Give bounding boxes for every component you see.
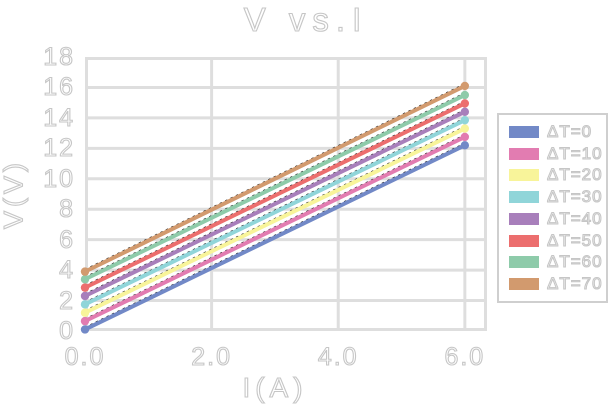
legend-label: ΔT=60	[546, 252, 603, 272]
data-point-marker	[460, 99, 470, 108]
series-line	[83, 101, 467, 290]
legend-swatch	[509, 212, 539, 225]
legend-swatch	[509, 278, 539, 291]
plot-area	[80, 57, 487, 334]
y-tick-label: 10	[43, 164, 75, 193]
data-point-marker	[80, 291, 90, 301]
data-point-marker	[80, 325, 90, 334]
y-tick-label: 8	[59, 195, 75, 224]
legend-item: ΔT=30	[509, 187, 606, 208]
data-point-marker	[80, 275, 90, 284]
legend-item: ΔT=20	[509, 165, 606, 186]
series-line	[83, 109, 467, 298]
x-axis-label: I(A)	[242, 371, 308, 403]
plot-canvas	[80, 57, 487, 334]
legend-item: ΔT=70	[509, 274, 606, 295]
data-point-marker	[460, 90, 470, 100]
y-tick-label: 14	[43, 103, 75, 132]
data-point-marker	[80, 267, 90, 276]
legend-label: ΔT=50	[546, 230, 603, 250]
legend-item: ΔT=40	[509, 208, 606, 229]
legend-label: ΔT=10	[546, 143, 603, 163]
legend-label: ΔT=70	[546, 274, 603, 294]
legend-item: ΔT=0	[509, 121, 606, 142]
legend-swatch	[509, 191, 539, 204]
data-point-marker	[460, 124, 470, 133]
series-line	[83, 126, 467, 315]
y-tick-label: 12	[43, 134, 75, 163]
y-tick-label: 18	[43, 43, 75, 71]
plot-border	[85, 57, 487, 331]
data-point-marker	[460, 107, 470, 116]
data-point-marker	[80, 308, 90, 317]
legend-swatch	[509, 256, 539, 269]
data-point-marker	[80, 300, 90, 309]
legend-item: ΔT=10	[509, 143, 606, 164]
legend-label: ΔT=30	[546, 187, 603, 207]
legend-label: ΔT=40	[546, 208, 603, 228]
y-tick-label: 0	[59, 317, 75, 345]
legend-label: ΔT=20	[546, 165, 603, 185]
y-tick-label: 16	[43, 73, 75, 102]
legend-swatch	[509, 147, 539, 160]
data-point-marker	[80, 316, 90, 326]
x-tick-label: 6.0	[444, 343, 486, 371]
legend-label: ΔT=0	[546, 121, 593, 141]
x-tick-label: 2.0	[191, 343, 232, 371]
y-tick-label: 4	[59, 256, 75, 285]
legend-item: ΔT=50	[509, 230, 606, 251]
x-tick-label: 4.0	[317, 343, 359, 371]
legend-swatch	[509, 169, 539, 182]
legend-swatch	[509, 234, 539, 247]
x-tick-label: 0.0	[64, 343, 106, 371]
data-point-marker	[460, 81, 470, 91]
data-point-marker	[460, 132, 470, 142]
chart-title: V vs.I	[243, 0, 369, 38]
legend: ΔT=0 ΔT=10 ΔT=20 ΔT=30 ΔT=40 ΔT=50 ΔT=60 ΔT=70	[497, 113, 608, 303]
legend-item: ΔT=60	[509, 252, 606, 273]
data-point-marker	[460, 115, 470, 125]
y-tick-label: 6	[59, 225, 75, 254]
series-line	[83, 143, 467, 332]
series-line	[83, 118, 467, 307]
series-line	[83, 93, 467, 282]
legend-swatch	[509, 125, 539, 138]
data-point-marker	[460, 141, 470, 150]
y-tick-label: 2	[59, 286, 75, 315]
series-line	[83, 134, 467, 324]
data-point-marker	[80, 283, 90, 292]
series-line	[83, 83, 467, 274]
